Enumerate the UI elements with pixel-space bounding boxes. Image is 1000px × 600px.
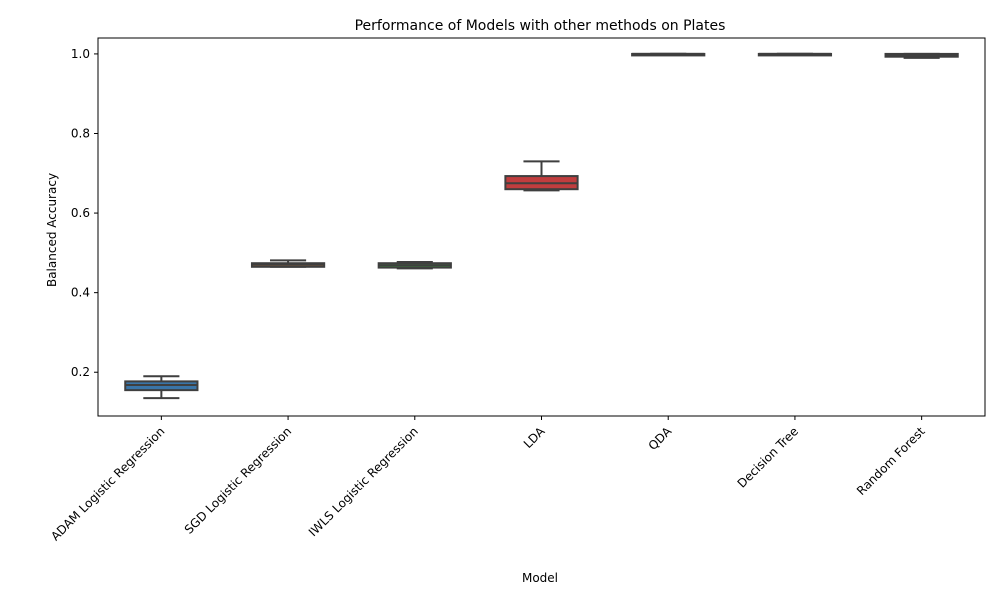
box-7 bbox=[884, 52, 959, 59]
boxes-group bbox=[124, 52, 959, 400]
axes-group: 0.2 0.4 0.6 0.8 1.0 ADAM Logistic Regression S… bbox=[48, 37, 986, 544]
plot-frame bbox=[97, 37, 986, 417]
y-tick-label: 0.6 bbox=[71, 206, 90, 220]
x-tick-label: SGD Logistic Regression bbox=[182, 424, 294, 536]
x-tick-label: Random Forest bbox=[854, 424, 928, 498]
x-tick-label: LDA bbox=[521, 424, 548, 451]
chart-title: Performance of Models with other methods… bbox=[355, 18, 726, 34]
box-1 bbox=[124, 375, 199, 400]
x-tick-label: Decision Tree bbox=[735, 424, 801, 490]
box-3 bbox=[377, 261, 452, 270]
y-axis-label: Balanced Accuracy bbox=[45, 173, 59, 287]
x-tick-label: ADAM Logistic Regression bbox=[48, 424, 167, 543]
box-5 bbox=[631, 52, 706, 57]
y-tick-label: 0.4 bbox=[71, 286, 90, 300]
x-tick-label: QDA bbox=[646, 424, 675, 453]
box-2 bbox=[250, 259, 326, 268]
x-tick-label: IWLS Logistic Regression bbox=[306, 424, 421, 539]
y-tick-label: 1.0 bbox=[71, 47, 90, 61]
y-tick-label: 0.8 bbox=[71, 126, 90, 140]
box-6 bbox=[757, 52, 833, 57]
y-tick-label: 0.2 bbox=[71, 365, 90, 379]
x-axis-label: Model bbox=[522, 571, 558, 585]
box-4 bbox=[504, 160, 579, 192]
